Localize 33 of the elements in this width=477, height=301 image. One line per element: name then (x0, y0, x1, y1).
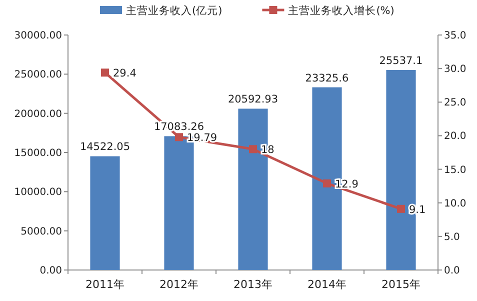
y-tick-label: 5000.00 (20, 226, 62, 238)
y-tick-label: 10000.00 (14, 187, 62, 198)
data-label: 14522.05 (80, 141, 130, 154)
y2-tick-label: 5.0 (444, 232, 460, 243)
legend-label: 主营业务收入(亿元) (126, 4, 222, 17)
data-label: 29.4 (113, 68, 137, 80)
y-tick-label: 25000.00 (14, 70, 62, 81)
data-label: 20592.93 (228, 94, 278, 106)
y2-tick-label: 20.0 (444, 131, 466, 142)
data-label: 25537.1 (379, 54, 423, 67)
y2-tick-label: 10.0 (444, 198, 466, 210)
point (397, 204, 405, 213)
y-tick-label: 0.00 (40, 266, 62, 276)
x-tick-label: 2015年 (382, 278, 420, 291)
x-tick-label: 2013年 (234, 278, 272, 291)
point (101, 68, 109, 77)
x-tick-label: 2014年 (308, 278, 346, 291)
y2-tick-label: 25.0 (444, 98, 466, 109)
y2-tick-label: 15.0 (444, 164, 466, 176)
y2-tick-label: 0.0 (444, 266, 460, 276)
y-tick-label: 20000.00 (14, 108, 62, 120)
legend-label: 主营业务收入增长(%) (288, 4, 394, 17)
y2-tick-label: 35.0 (444, 30, 466, 42)
data-label: 23325.6 (305, 72, 350, 84)
point (323, 179, 331, 188)
x-tick-label: 2012年 (160, 278, 198, 291)
y-tick-label: 30000.00 (14, 30, 62, 42)
point (249, 145, 257, 154)
y2-tick-label: 30.0 (444, 64, 466, 76)
point (175, 133, 183, 142)
y-tick-label: 15000.00 (14, 148, 62, 159)
bar (90, 156, 120, 270)
x-tick-label: 2011年 (86, 278, 124, 291)
